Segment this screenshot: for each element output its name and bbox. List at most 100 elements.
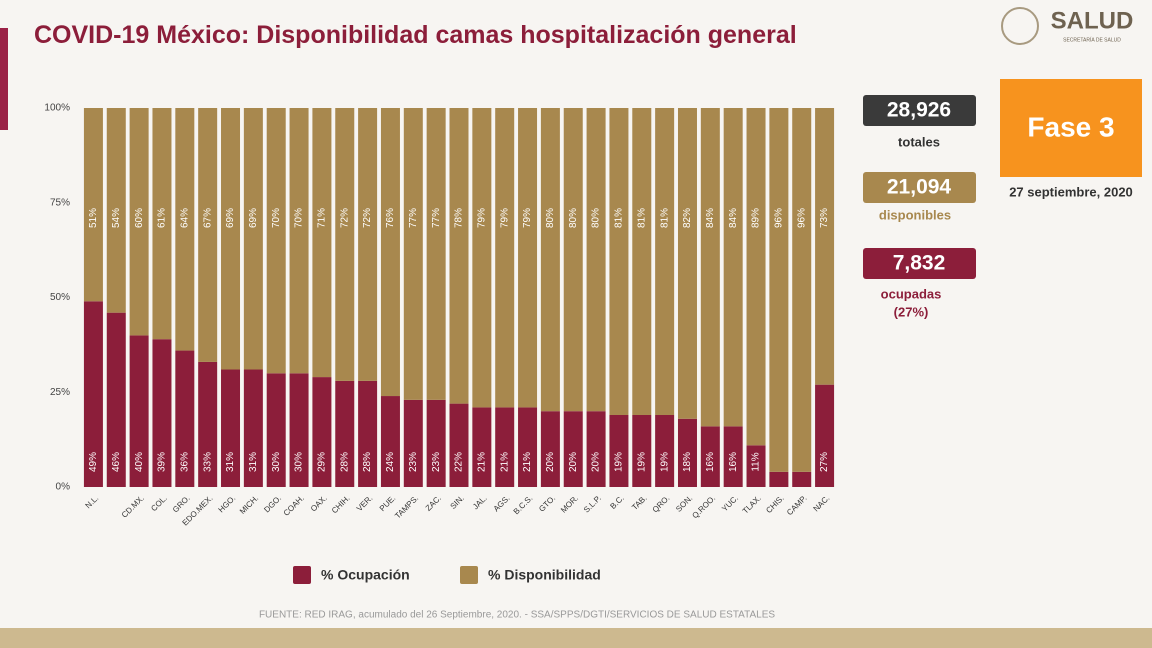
value-label: 31% [248,452,259,472]
value-label: 16% [705,452,716,472]
accent-bar [0,28,8,130]
bar-segment [518,407,538,487]
y-tick-label: 75% [50,197,70,208]
value-label: 36% [179,452,190,472]
bar-segment [221,108,241,370]
x-tick-label: CHIH. [330,494,352,516]
value-label: 64% [179,208,190,228]
value-label: 19% [614,452,625,472]
value-label: 28% [362,452,373,472]
bar-segment [815,384,835,487]
bar-segment [609,414,629,487]
bar-segment [495,407,515,487]
phase-box [1000,79,1142,177]
value-label: 69% [248,208,259,228]
value-label: 18% [682,452,693,472]
value-label: 72% [362,208,373,228]
bar-segment [677,108,697,419]
value-label: 96% [796,208,807,228]
legend-label: % Disponibilidad [488,567,601,583]
bar-segment [792,471,812,487]
bar-segment [426,399,446,487]
x-tick-label: TLAX. [741,494,763,516]
value-label: 20% [591,452,602,472]
bar-segment [586,411,606,487]
footer-band [0,628,1152,648]
value-label: 70% [294,208,305,228]
bar-segment [677,418,697,487]
bar-segment [266,108,286,374]
bar-segment [289,108,309,374]
bar-segment [198,361,218,487]
value-label: 80% [545,208,556,228]
bar-segment [609,108,629,415]
bar-segment [83,301,103,487]
bar-segment [152,339,172,487]
bar-segment [449,108,469,404]
y-tick-label: 0% [56,482,71,493]
value-label: 49% [88,452,99,472]
bar-segment [83,108,103,302]
bar-segment [723,426,743,487]
bar-segment [335,108,355,381]
value-label: 72% [339,208,350,228]
bar-segment [312,108,332,378]
x-tick-label: HGO. [217,494,238,515]
stat-label: ocupadas [881,286,942,301]
bar-segment [152,108,172,340]
legend-label: % Ocupación [321,567,410,583]
x-tick-label: CD.MX. [120,494,146,520]
bar-segment [746,445,766,487]
bar-segment [723,108,743,427]
bar-segment [449,403,469,487]
bar-segment [243,369,263,487]
x-tick-label: B.C. [608,494,625,511]
x-tick-label: SON. [674,494,694,514]
bar-segment [403,399,423,487]
legend-swatch [460,566,478,584]
y-tick-label: 50% [50,292,70,303]
value-label: 54% [111,208,122,228]
value-label: 22% [454,452,465,472]
value-label: 80% [591,208,602,228]
value-label: 69% [225,208,236,228]
x-tick-label: OAX. [309,494,329,514]
value-label: 46% [111,452,122,472]
value-label: 80% [568,208,579,228]
phase: Fase 3 [1027,111,1114,142]
bar-segment [312,377,332,487]
value-label: 81% [636,208,647,228]
bar-segment [769,108,789,472]
bar-segment [746,108,766,446]
x-tick-label: GTO. [537,494,557,514]
value-label: 76% [385,208,396,228]
value-label: 31% [225,452,236,472]
x-tick-label: COAH. [282,494,306,518]
x-tick-label: S.L.P. [582,494,603,515]
stat-label: totales [898,134,940,149]
bar-segment [358,380,378,487]
bar-segment [540,411,560,487]
bar-segment [129,108,149,336]
bar-segment [380,108,400,397]
value-label: 81% [659,208,670,228]
logo-text: SALUD [1051,7,1134,34]
bar-segment [198,108,218,362]
bar-segment [563,411,583,487]
value-label: 39% [157,452,168,472]
value-label: 71% [317,208,328,228]
x-tick-label: MICH. [238,494,260,516]
stat-box [863,248,976,279]
logo-emblem [1001,7,1039,45]
x-tick-label: ZAC. [424,494,443,513]
bar-segment [426,108,446,400]
value-label: 73% [819,208,830,228]
value-label: 79% [499,208,510,228]
value-label: 20% [568,452,579,472]
value-label: 77% [408,208,419,228]
value-label: 19% [636,452,647,472]
value-label: 16% [728,452,739,472]
stat-value: 21,094 [887,176,952,199]
value-label: 89% [751,208,762,228]
